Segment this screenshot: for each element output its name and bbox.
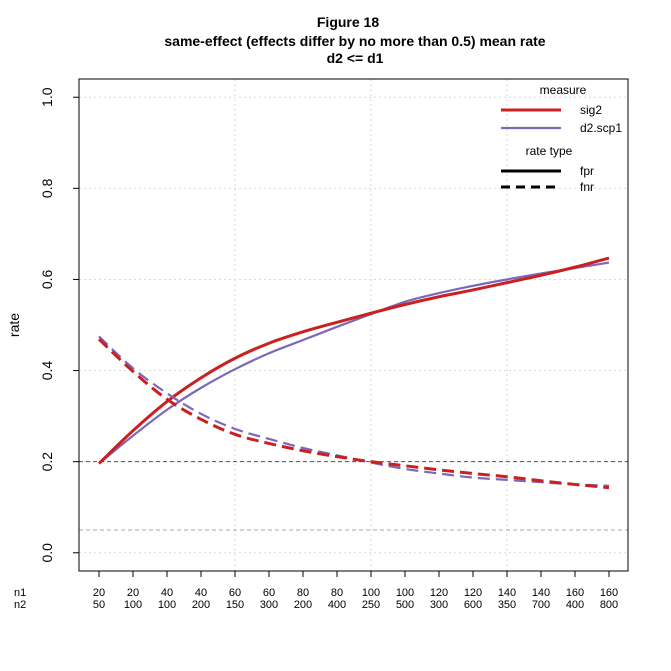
y-axis-label: rate (6, 313, 22, 337)
legend-item-d2-scp1: d2.scp1 (580, 121, 622, 135)
y-tick-label-2: 0.4 (39, 361, 55, 381)
x-tick-label-n2-5: 300 (260, 599, 278, 611)
x-tick-label-n2-3: 200 (192, 599, 210, 611)
x-tick-label-n2-6: 200 (294, 599, 312, 611)
legend-item-sig2: sig2 (580, 103, 602, 117)
x-tick-label-n1-8: 100 (362, 587, 380, 599)
x-tick-label-n2-12: 350 (498, 599, 516, 611)
y-tick-label-5: 1.0 (39, 87, 55, 107)
x-tick-label-n2-14: 400 (566, 599, 584, 611)
legend: measure sig2 d2.scp1 rate type fpr fnr (501, 83, 622, 194)
x-row-label-n2: n2 (14, 599, 26, 611)
legend-item-fpr: fpr (580, 164, 594, 178)
x-tick-label-n1-12: 140 (498, 587, 516, 599)
x-tick-label-n2-1: 100 (124, 599, 142, 611)
x-tick-label-n1-2: 40 (161, 587, 173, 599)
y-tick-label-1: 0.2 (39, 452, 55, 472)
chart-subtitle-2: d2 <= d1 (327, 50, 384, 66)
reference-lines (79, 461, 628, 531)
x-tick-label-n1-10: 120 (430, 587, 448, 599)
y-tick-label-0: 0.0 (39, 543, 55, 563)
x-tick-label-n2-0: 50 (93, 599, 105, 611)
x-tick-label-n1-0: 20 (93, 587, 105, 599)
series-line-d2-scp1-fpr (98, 261, 610, 465)
x-tick-label-n1-11: 120 (464, 587, 482, 599)
x-tick-label-n2-8: 250 (362, 599, 380, 611)
y-tick-label-4: 0.8 (39, 178, 55, 198)
x-tick-label-n1-7: 80 (331, 587, 343, 599)
series-line-d2-scp1-fnr (98, 335, 610, 487)
y-axis: 0.0 0.2 0.4 0.6 0.8 1.0 (39, 87, 79, 563)
x-tick-label-n2-15: 800 (600, 599, 618, 611)
x-tick-label-n1-1: 20 (127, 587, 139, 599)
x-tick-label-n1-3: 40 (195, 587, 207, 599)
series-lines (97, 256, 610, 490)
x-tick-label-n2-11: 600 (464, 599, 482, 611)
x-tick-label-n2-4: 150 (226, 599, 244, 611)
x-tick-label-n2-13: 700 (532, 599, 550, 611)
x-tick-label-n1-6: 80 (297, 587, 309, 599)
x-tick-label-n1-13: 140 (532, 587, 550, 599)
chart-subtitle: same-effect (effects differ by no more t… (164, 33, 545, 49)
legend-rate-title: rate type (526, 144, 573, 158)
x-tick-label-n1-15: 160 (600, 587, 618, 599)
x-tick-label-n1-9: 100 (396, 587, 414, 599)
x-tick-label-n2-10: 300 (430, 599, 448, 611)
x-tick-label-n1-14: 160 (566, 587, 584, 599)
x-row-label-n1: n1 (14, 587, 26, 599)
series-line-sig2-fnr (97, 338, 610, 490)
x-tick-label-n1-4: 60 (229, 587, 241, 599)
series-line-sig2-fpr (97, 256, 610, 465)
x-tick-label-n2-2: 100 (158, 599, 176, 611)
x-tick-label-n2-7: 400 (328, 599, 346, 611)
x-tick-label-n2-9: 500 (396, 599, 414, 611)
y-tick-label-3: 0.6 (39, 270, 55, 290)
chart-title: Figure 18 (317, 14, 379, 30)
legend-measure-title: measure (540, 83, 587, 97)
x-axis: 2050201004010040200601506030080200804001… (14, 570, 618, 611)
x-tick-label-n1-5: 60 (263, 587, 275, 599)
legend-item-fnr: fnr (580, 180, 594, 194)
